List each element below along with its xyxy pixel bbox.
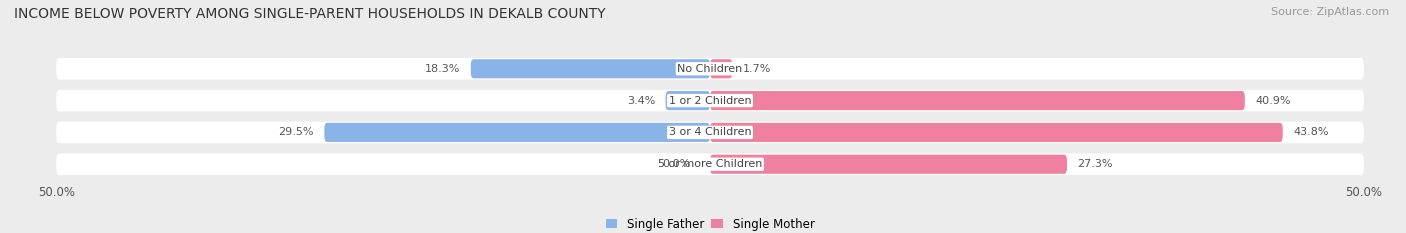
Text: 1 or 2 Children: 1 or 2 Children bbox=[669, 96, 751, 106]
FancyBboxPatch shape bbox=[710, 155, 1067, 174]
FancyBboxPatch shape bbox=[56, 58, 1364, 80]
FancyBboxPatch shape bbox=[710, 91, 1244, 110]
FancyBboxPatch shape bbox=[471, 59, 710, 78]
Text: 3.4%: 3.4% bbox=[627, 96, 655, 106]
FancyBboxPatch shape bbox=[56, 90, 1364, 111]
Text: 1.7%: 1.7% bbox=[742, 64, 770, 74]
Text: 27.3%: 27.3% bbox=[1077, 159, 1114, 169]
FancyBboxPatch shape bbox=[665, 91, 710, 110]
Text: 18.3%: 18.3% bbox=[425, 64, 460, 74]
Text: 3 or 4 Children: 3 or 4 Children bbox=[669, 127, 751, 137]
FancyBboxPatch shape bbox=[710, 123, 1282, 142]
Text: No Children: No Children bbox=[678, 64, 742, 74]
FancyBboxPatch shape bbox=[710, 59, 733, 78]
Text: 40.9%: 40.9% bbox=[1256, 96, 1291, 106]
Text: 5 or more Children: 5 or more Children bbox=[658, 159, 762, 169]
FancyBboxPatch shape bbox=[56, 153, 1364, 175]
Text: 29.5%: 29.5% bbox=[278, 127, 314, 137]
Text: 0.0%: 0.0% bbox=[662, 159, 690, 169]
Legend: Single Father, Single Mother: Single Father, Single Mother bbox=[606, 218, 814, 231]
Text: Source: ZipAtlas.com: Source: ZipAtlas.com bbox=[1271, 7, 1389, 17]
Text: INCOME BELOW POVERTY AMONG SINGLE-PARENT HOUSEHOLDS IN DEKALB COUNTY: INCOME BELOW POVERTY AMONG SINGLE-PARENT… bbox=[14, 7, 606, 21]
FancyBboxPatch shape bbox=[325, 123, 710, 142]
Text: 43.8%: 43.8% bbox=[1294, 127, 1329, 137]
FancyBboxPatch shape bbox=[56, 122, 1364, 143]
